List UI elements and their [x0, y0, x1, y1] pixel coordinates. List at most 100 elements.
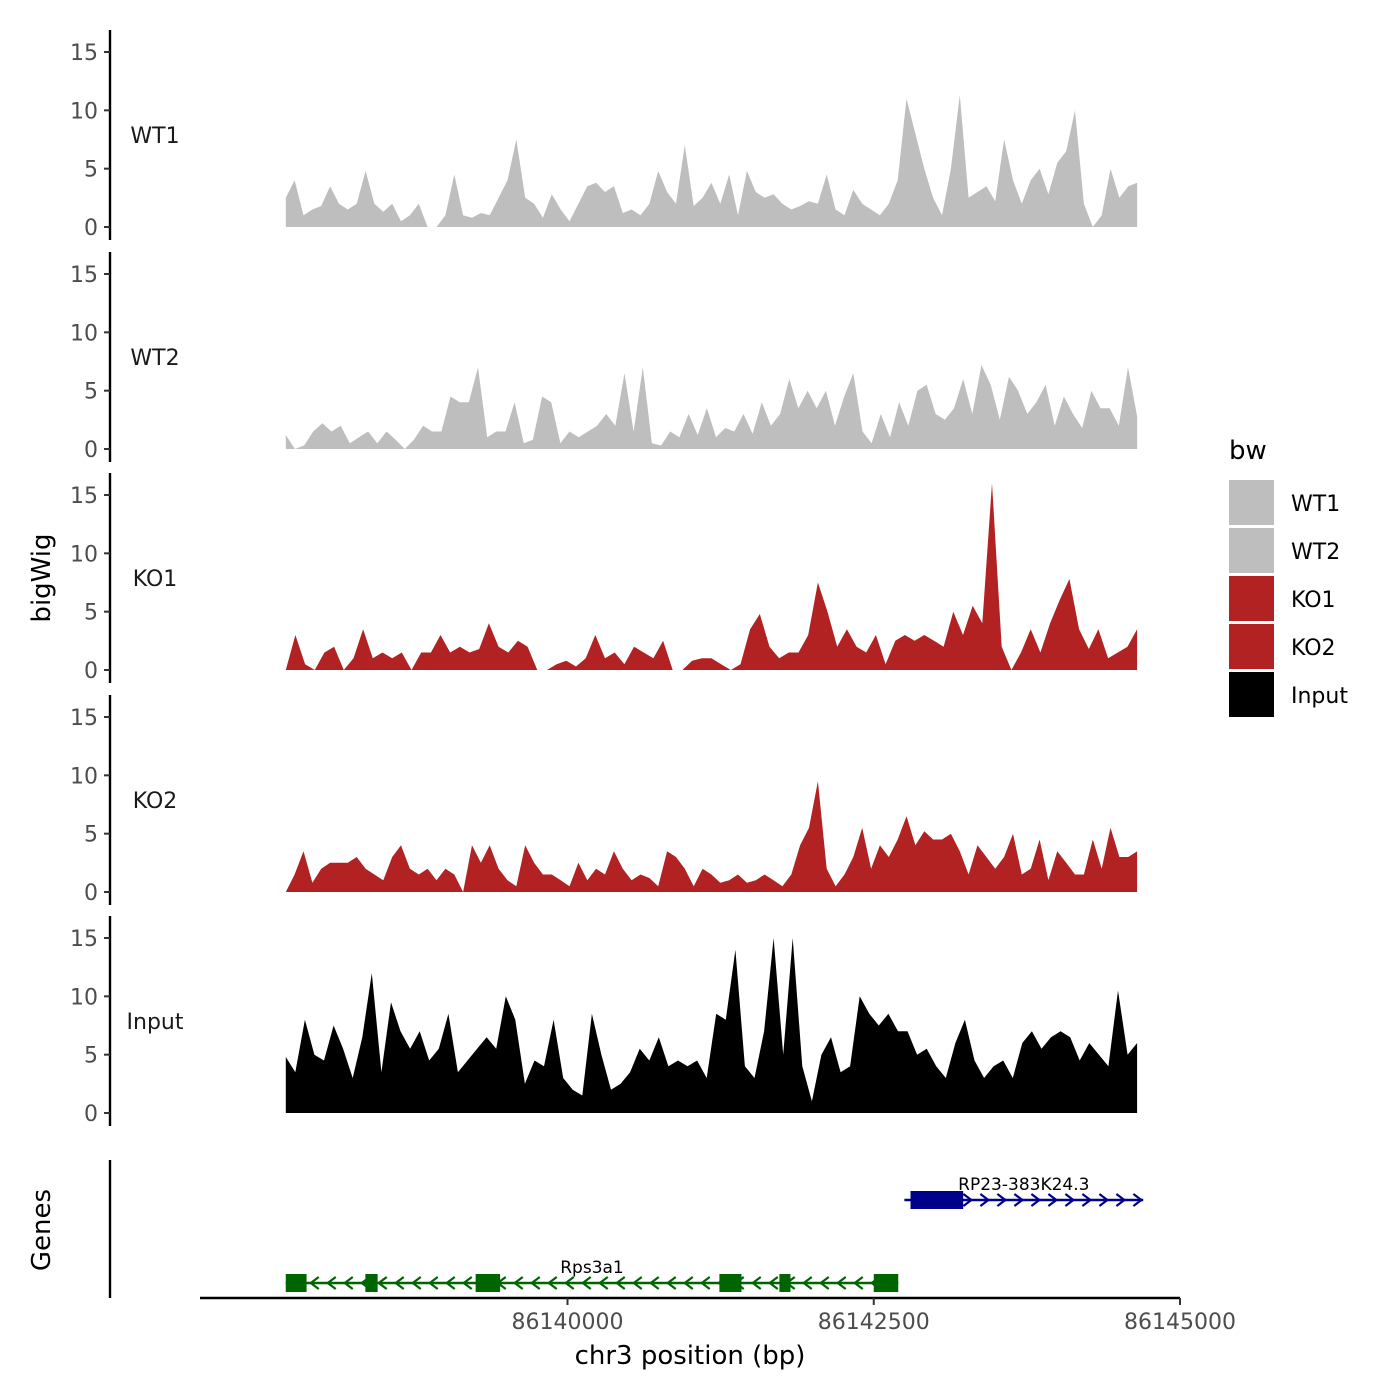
strand-arrow — [461, 1276, 473, 1290]
strand-arrow — [308, 1276, 320, 1290]
track-ko1: 0 5 10 15 KO1 — [70, 473, 1138, 684]
y-tick-label: 0 — [84, 216, 98, 241]
area-wt1 — [285, 95, 1138, 227]
strand-arrow — [750, 1276, 762, 1290]
strand-arrow — [614, 1276, 626, 1290]
strand-arrow — [1064, 1193, 1076, 1207]
y-tick-label: 15 — [70, 263, 98, 288]
y-tick-label: 10 — [70, 542, 98, 567]
strand-arrow — [1081, 1193, 1093, 1207]
strand-arrow — [325, 1276, 337, 1290]
y-tick-label: 15 — [70, 706, 98, 731]
strand-arrow — [1030, 1193, 1042, 1207]
y-tick-label: 5 — [84, 158, 98, 183]
track-label: KO2 — [133, 789, 178, 814]
strand-arrow — [546, 1276, 558, 1290]
exon — [873, 1274, 899, 1292]
exon — [365, 1274, 378, 1292]
exon — [719, 1274, 742, 1292]
y-tick-label: 0 — [84, 659, 98, 684]
y-tick-label: 5 — [84, 380, 98, 405]
strand-arrow — [1132, 1193, 1144, 1207]
track-input: 0 5 10 15 Input — [70, 916, 1138, 1127]
coverage-tracks: 0 5 10 15 WT1 0 5 10 15 WT2 0 5 10 15 KO1 0 5 10 15 KO2 0 5 10… — [70, 30, 1138, 1127]
exon — [910, 1191, 964, 1209]
strand-arrow — [818, 1276, 830, 1290]
strand-arrow — [563, 1276, 575, 1290]
track-label: WT1 — [130, 124, 179, 149]
track-ko2: 0 5 10 15 KO2 — [70, 695, 1138, 906]
strand-arrow — [410, 1276, 422, 1290]
x-tick-label: 86142500 — [818, 1310, 930, 1335]
legend-swatch-wt2 — [1229, 528, 1274, 573]
strand-arrow — [801, 1276, 813, 1290]
exon — [285, 1274, 307, 1292]
track-wt2: 0 5 10 15 WT2 — [70, 252, 1138, 463]
x-tick-label: 86140000 — [512, 1310, 624, 1335]
strand-arrow — [393, 1276, 405, 1290]
y-axis-title: bigWig — [27, 533, 57, 622]
legend-swatch-wt1 — [1229, 480, 1274, 525]
legend-label-wt2: WT2 — [1291, 540, 1340, 565]
strand-arrow — [665, 1276, 677, 1290]
strand-arrow — [835, 1276, 847, 1290]
legend-label-ko2: KO2 — [1291, 636, 1336, 661]
strand-arrow — [342, 1276, 354, 1290]
area-input — [285, 938, 1138, 1113]
genes-panel: Rps3a1 RP23-383K24.3 — [108, 1160, 1144, 1298]
strand-arrow — [682, 1276, 694, 1290]
genes-axis-title: Genes — [27, 1189, 57, 1271]
strand-arrow — [767, 1276, 779, 1290]
y-tick-label: 0 — [84, 881, 98, 906]
strand-arrow — [1013, 1193, 1025, 1207]
legend: bw WT1 WT2 KO1 KO2 Input — [1229, 436, 1348, 717]
y-tick-label: 0 — [84, 438, 98, 463]
y-tick-label: 10 — [70, 99, 98, 124]
gene-label: RP23-383K24.3 — [958, 1175, 1089, 1195]
exon — [779, 1274, 791, 1292]
legend-swatch-ko2 — [1229, 624, 1274, 669]
x-axis: 86140000 86142500 86145000 — [200, 1296, 1236, 1335]
x-tick-label: 86145000 — [1124, 1310, 1236, 1335]
track-label: WT2 — [130, 346, 179, 371]
track-label: Input — [127, 1010, 184, 1035]
strand-arrow — [1115, 1193, 1127, 1207]
strand-arrow — [1098, 1193, 1110, 1207]
legend-label-ko1: KO1 — [1291, 588, 1336, 613]
y-tick-label: 10 — [70, 764, 98, 789]
strand-arrow — [852, 1276, 864, 1290]
strand-arrow — [529, 1276, 541, 1290]
strand-arrow — [699, 1276, 711, 1290]
strand-arrow — [580, 1276, 592, 1290]
legend-title: bw — [1229, 436, 1267, 466]
strand-arrow — [444, 1276, 456, 1290]
area-ko1 — [285, 483, 1138, 670]
area-wt2 — [285, 365, 1138, 449]
strand-arrow — [376, 1276, 388, 1290]
strand-arrow — [962, 1193, 974, 1207]
y-tick-label: 5 — [84, 823, 98, 848]
y-tick-label: 15 — [70, 41, 98, 66]
track-label: KO1 — [133, 567, 178, 592]
strand-arrow — [996, 1193, 1008, 1207]
y-tick-label: 15 — [70, 927, 98, 952]
y-tick-label: 5 — [84, 601, 98, 626]
y-tick-label: 0 — [84, 1102, 98, 1127]
y-tick-label: 15 — [70, 484, 98, 509]
area-ko2 — [285, 781, 1138, 892]
gene-rp23-383k24.3: RP23-383K24.3 — [904, 1175, 1144, 1209]
strand-arrow — [427, 1276, 439, 1290]
gene-rps3a1: Rps3a1 — [285, 1258, 899, 1292]
y-tick-label: 5 — [84, 1044, 98, 1069]
strand-arrow — [1047, 1193, 1059, 1207]
x-axis-title: chr3 position (bp) — [575, 1341, 806, 1371]
strand-arrow — [597, 1276, 609, 1290]
strand-arrow — [512, 1276, 524, 1290]
gene-label: Rps3a1 — [560, 1258, 624, 1278]
strand-arrow — [631, 1276, 643, 1290]
legend-label-input: Input — [1291, 684, 1348, 709]
y-tick-label: 10 — [70, 321, 98, 346]
track-wt1: 0 5 10 15 WT1 — [70, 30, 1138, 241]
strand-arrow — [648, 1276, 660, 1290]
